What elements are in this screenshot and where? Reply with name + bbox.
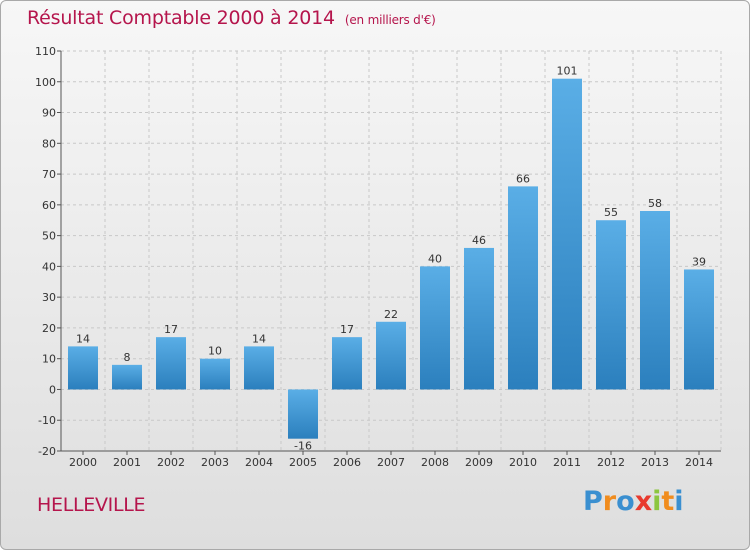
y-tick-label: 100 <box>35 76 56 89</box>
data-label: 46 <box>472 234 486 247</box>
bar <box>684 269 714 390</box>
data-label: 55 <box>604 206 618 219</box>
x-tick-label: 2003 <box>201 456 229 469</box>
logo-letter: P <box>583 486 603 517</box>
bars <box>68 78 714 439</box>
logo-letter: r <box>602 486 617 517</box>
commune-name: HELLEVILLE <box>37 494 146 516</box>
y-tick-label: 10 <box>42 353 56 366</box>
data-label: 39 <box>692 255 706 268</box>
x-tick-label: 2011 <box>553 456 581 469</box>
bar <box>420 266 450 390</box>
x-tick-label: 2002 <box>157 456 185 469</box>
x-tick-label: 2014 <box>685 456 713 469</box>
axes <box>57 50 721 455</box>
bar <box>68 346 98 390</box>
x-tick-label: 2012 <box>597 456 625 469</box>
bar <box>640 211 670 390</box>
bar <box>244 346 274 390</box>
x-tick-label: 2004 <box>245 456 273 469</box>
x-tick-label: 2007 <box>377 456 405 469</box>
logo-letter: x <box>634 486 653 517</box>
x-tick-label: 2001 <box>113 456 141 469</box>
y-tick-label: 110 <box>35 45 56 58</box>
data-label: 40 <box>428 252 442 265</box>
logo-letter: i <box>652 486 662 517</box>
chart-title-text: Résultat Comptable 2000 à 2014 <box>27 7 335 29</box>
data-label: 22 <box>384 308 398 321</box>
data-label: -16 <box>294 440 312 453</box>
y-tick-label: 0 <box>49 383 56 396</box>
y-tick-label: 60 <box>42 199 56 212</box>
bar <box>376 321 406 390</box>
data-label: 101 <box>557 65 578 78</box>
bar <box>596 220 626 390</box>
data-label: 17 <box>340 323 354 336</box>
bar <box>508 186 538 390</box>
x-tick-label: 2009 <box>465 456 493 469</box>
y-tick-label: 70 <box>42 168 56 181</box>
bar <box>156 337 186 390</box>
x-tick-label: 2005 <box>289 456 317 469</box>
data-label: 14 <box>76 332 90 345</box>
x-tick-label: 2006 <box>333 456 361 469</box>
data-label: 14 <box>252 332 266 345</box>
x-tick-label: 2008 <box>421 456 449 469</box>
y-tick-label: 30 <box>42 291 56 304</box>
data-label: 66 <box>516 172 530 185</box>
chart-title: Résultat Comptable 2000 à 2014 (en millie… <box>27 7 436 29</box>
y-tick-label: -10 <box>38 414 56 427</box>
labels: -20 -10 0 10 20 30 40 50 60 70 80 90 100 110 14 2000 8 20… <box>35 45 713 469</box>
bar <box>332 337 362 390</box>
y-tick-label: -20 <box>38 445 56 458</box>
data-label: 17 <box>164 323 178 336</box>
y-tick-label: 50 <box>42 230 56 243</box>
logo-letter: t <box>661 486 675 517</box>
data-label: 8 <box>124 351 131 364</box>
x-tick-label: 2013 <box>641 456 669 469</box>
x-tick-label: 2010 <box>509 456 537 469</box>
y-tick-label: 20 <box>42 322 56 335</box>
y-tick-label: 40 <box>42 260 56 273</box>
bar <box>112 364 142 390</box>
x-tick-label: 2000 <box>69 456 97 469</box>
y-tick-label: 80 <box>42 137 56 150</box>
bar <box>552 78 582 390</box>
proxiti-logo: Proxiti <box>583 486 684 517</box>
data-label: 58 <box>648 197 662 210</box>
bar <box>464 247 494 390</box>
bar <box>200 358 230 390</box>
chart-subtitle: (en milliers d'€) <box>344 13 436 27</box>
logo-letter: i <box>674 486 684 517</box>
bar <box>288 389 318 439</box>
logo-letter: o <box>616 486 635 517</box>
data-label: 10 <box>208 345 222 358</box>
y-tick-label: 90 <box>42 107 56 120</box>
